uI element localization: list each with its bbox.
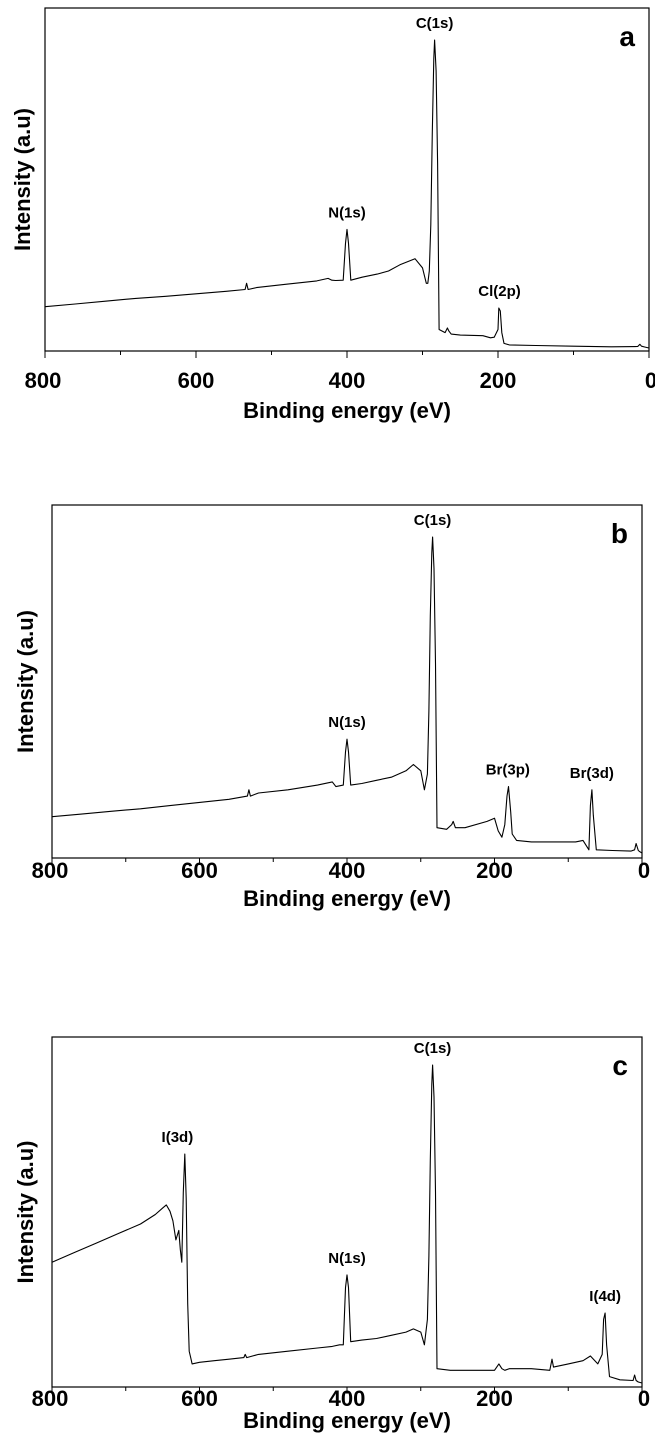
- x-tick-label: 600: [181, 858, 218, 883]
- peak-label: C(1s): [416, 15, 454, 32]
- panel-a: 800 600 400 200 0 Binding energy (eV) Intensit…: [10, 7, 655, 423]
- plot-frame: [51, 1036, 643, 1388]
- x-tick-label: 0: [638, 1386, 650, 1411]
- x-tick-label: 200: [476, 858, 513, 883]
- plot-frame: [51, 504, 643, 859]
- y-axis-label: Intensity (a.u): [13, 1140, 38, 1283]
- peak-label: Br(3d): [570, 765, 614, 782]
- panel-c: 800 600 400 200 0 Binding energy (eV) Intensit…: [13, 1036, 650, 1433]
- x-axis-label: Binding energy (eV): [243, 1408, 451, 1433]
- x-tick-label: 200: [476, 1386, 513, 1411]
- y-axis-label: Intensity (a.u): [13, 610, 38, 753]
- panel-b: 800 600 400 200 0 Binding energy (eV) Intensit…: [13, 504, 650, 911]
- x-tick-label: 0: [638, 858, 650, 883]
- spectrum-line: [51, 1064, 643, 1384]
- x-tick-label: 400: [329, 368, 366, 393]
- x-axis-label: Binding energy (eV): [243, 886, 451, 911]
- x-tick-label: 400: [329, 1386, 366, 1411]
- x-tick-label: 200: [480, 368, 517, 393]
- y-axis-label: Intensity (a.u): [10, 108, 35, 251]
- plot-frame: [44, 7, 650, 352]
- x-tick-label: 600: [181, 1386, 218, 1411]
- peak-label: N(1s): [328, 714, 366, 731]
- panel-label: b: [611, 518, 628, 549]
- x-tick-label: 0: [645, 368, 655, 393]
- x-axis-label: Binding energy (eV): [243, 398, 451, 423]
- x-tick-label: 800: [25, 368, 62, 393]
- panel-label: c: [612, 1050, 628, 1081]
- peak-label: I(4d): [589, 1288, 621, 1305]
- peak-label: Cl(2p): [478, 283, 521, 300]
- spectrum-line: [44, 39, 650, 349]
- x-tick-label: 600: [178, 368, 215, 393]
- peak-label: N(1s): [328, 1250, 366, 1267]
- peak-label: N(1s): [328, 204, 366, 221]
- peak-label: I(3d): [162, 1129, 194, 1146]
- peak-label: Br(3p): [486, 762, 530, 779]
- spectrum-line: [51, 536, 643, 854]
- peak-label: C(1s): [414, 512, 452, 529]
- panel-label: a: [619, 21, 635, 52]
- x-tick-label: 400: [329, 858, 366, 883]
- x-tick-label: 800: [32, 858, 69, 883]
- peak-label: C(1s): [414, 1040, 452, 1057]
- x-tick-label: 800: [32, 1386, 69, 1411]
